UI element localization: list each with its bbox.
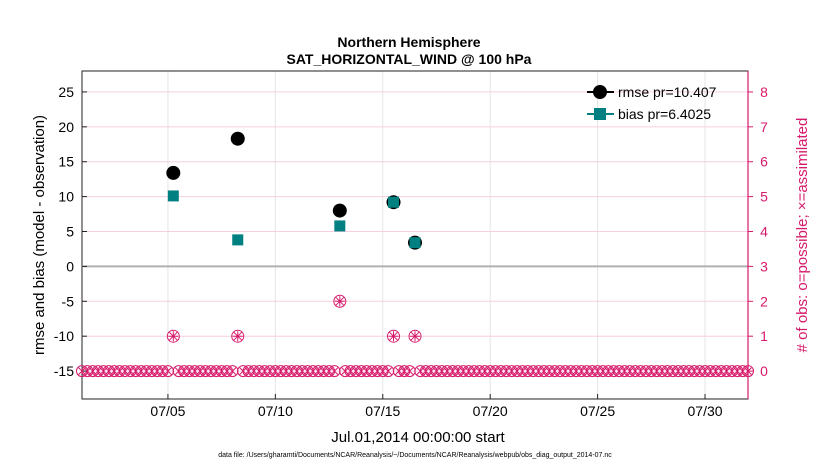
- obs-assimilated-zero-marker: [330, 367, 339, 375]
- bias-point: [232, 234, 244, 246]
- legend: rmse pr=10.407 bias pr=6.4025: [587, 84, 717, 122]
- axes: 07/05 07/10 07/15 07/20 07/25 07/30 0 1 2 3 4 5 6 7 8 -…: [54, 71, 768, 419]
- y-tick-label: 15: [58, 154, 74, 170]
- y2-tick-label: 0: [760, 363, 768, 379]
- obs-possible-point: [231, 329, 245, 343]
- chart-subtitle: SAT_HORIZONTAL_WIND @ 100 hPa: [287, 51, 532, 67]
- y-tick-label: -5: [62, 293, 75, 309]
- y-axis-label: rmse and bias (model - observation): [31, 115, 48, 355]
- y2-tick-label: 3: [760, 258, 768, 274]
- x-axis-label: Jul.01,2014 00:00:00 start: [331, 429, 505, 446]
- legend-bias-label: bias pr=6.4025: [618, 106, 711, 122]
- obs-assimilated-point: [168, 331, 179, 342]
- rmse-point: [166, 165, 181, 180]
- y2-tick-label: 1: [760, 328, 768, 344]
- x-tick-label: 07/15: [365, 403, 400, 419]
- y-tick-label: -10: [54, 328, 74, 344]
- legend-bias-marker: [594, 108, 606, 120]
- obs-possible-point: [333, 294, 347, 308]
- y-tick-label: -15: [54, 363, 74, 379]
- obs-assimilated-point: [334, 296, 345, 307]
- x-tick-label: 07/30: [688, 403, 723, 419]
- rmse-point: [332, 203, 347, 218]
- legend-rmse-label: rmse pr=10.407: [618, 84, 717, 100]
- obs-possible-point: [166, 329, 180, 343]
- x-tick-label: 07/20: [473, 403, 508, 419]
- y2-tick-label: 7: [760, 119, 768, 135]
- x-tick-label: 07/25: [580, 403, 615, 419]
- chart-title: Northern Hemisphere: [337, 34, 480, 50]
- x-tick-label: 07/10: [258, 403, 293, 419]
- y-tick-label: 25: [58, 84, 74, 100]
- y2-tick-label: 8: [760, 84, 768, 100]
- obs-assimilated-zero-marker: [228, 367, 237, 375]
- rmse-point: [230, 131, 245, 146]
- y-tick-label: 0: [66, 258, 74, 274]
- obs-assimilated-point: [388, 331, 399, 342]
- data-file-footer: data file: /Users/gharamti/Documents/NCA…: [218, 452, 612, 459]
- y2-axis-label: # of obs: o=possible; ×=assimilated: [794, 118, 811, 353]
- x-tick-label: 07/05: [150, 403, 185, 419]
- y2-tick-label: 5: [760, 189, 768, 205]
- obs-assimilated-point: [410, 331, 420, 342]
- obs-assimilated-zero-marker: [164, 367, 172, 375]
- obs-assimilated-zero-marker: [405, 367, 414, 375]
- legend-rmse-marker: [593, 85, 607, 99]
- obs-possible-point: [408, 329, 422, 343]
- y2-tick-label: 2: [760, 293, 768, 309]
- obs-assimilated-zero-marker: [384, 367, 392, 375]
- obs-assimilated-point: [232, 331, 243, 342]
- data-marks: [76, 131, 754, 378]
- bias-point: [388, 196, 400, 208]
- y2-tick-label: 6: [760, 154, 768, 170]
- y-tick-label: 5: [66, 224, 74, 240]
- obs-assimilated-zero-marker: [744, 367, 752, 375]
- y-tick-label: 10: [58, 189, 74, 205]
- bias-point: [167, 190, 179, 202]
- y2-tick-label: 4: [760, 224, 768, 240]
- y-tick-label: 20: [58, 119, 74, 135]
- obs-possible-point: [387, 329, 401, 343]
- obs-possible-zero-marker: [742, 365, 754, 378]
- bias-point: [334, 220, 346, 232]
- bias-point: [409, 237, 421, 249]
